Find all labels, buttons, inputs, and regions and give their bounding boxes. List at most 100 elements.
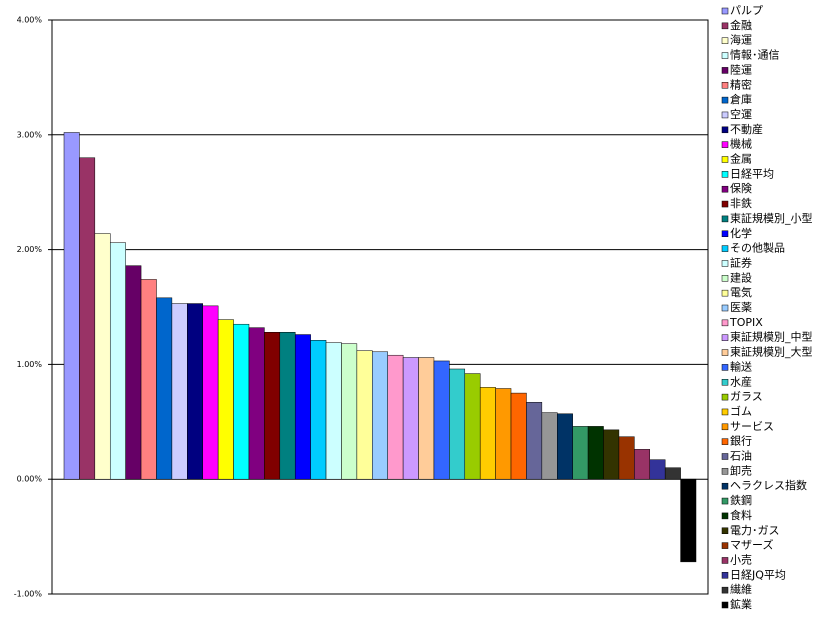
- bar: [202, 305, 219, 480]
- bar: [310, 340, 327, 480]
- legend-label: 鉱業: [730, 597, 752, 611]
- bar: [94, 233, 111, 480]
- legend-swatch: [721, 111, 729, 119]
- legend-swatch: [721, 334, 729, 341]
- bar: [63, 132, 80, 480]
- legend-swatch: [721, 67, 729, 74]
- legend-label: 東証規模別_中型: [730, 330, 813, 344]
- legend-label: 食料: [730, 508, 752, 522]
- legend-swatch: [721, 379, 729, 386]
- legend-swatch: [721, 260, 729, 267]
- bar: [526, 402, 543, 480]
- legend-label: 電力･ガス: [730, 524, 780, 537]
- legend-label: 非鉄: [730, 196, 752, 210]
- bar: [587, 426, 604, 480]
- legend-swatch: [721, 304, 729, 312]
- legend-swatch: [721, 512, 729, 520]
- legend-swatch: [721, 453, 729, 460]
- bar: [171, 303, 188, 480]
- legend-swatch: [721, 482, 729, 490]
- legend-label: 保険: [730, 181, 752, 195]
- legend-swatch: [721, 200, 729, 208]
- bar: [479, 387, 496, 480]
- legend-label: 金属: [730, 152, 752, 166]
- legend-swatch: [721, 408, 729, 416]
- legend-swatch: [721, 171, 729, 178]
- legend-swatch: [721, 289, 729, 297]
- bar: [510, 392, 527, 480]
- legend-swatch: [721, 215, 729, 223]
- legend-label: 機械: [730, 137, 752, 151]
- legend-label: 精密: [730, 77, 752, 91]
- bar: [325, 342, 342, 480]
- bar: [402, 357, 419, 480]
- legend-label: 石油: [730, 449, 752, 463]
- legend-label: ゴム: [730, 404, 752, 418]
- legend-swatch: [721, 586, 729, 594]
- legend-swatch: [721, 275, 729, 282]
- legend-swatch: [721, 497, 729, 505]
- y-tick-label: 0.00%: [17, 475, 43, 484]
- bar: [79, 157, 96, 480]
- legend-swatch: [721, 82, 729, 89]
- bar: [680, 478, 697, 563]
- legend-swatch: [721, 527, 729, 534]
- bar: [603, 429, 620, 480]
- bar: [233, 323, 250, 480]
- legend-label: 空運: [730, 107, 752, 121]
- legend-label: 東証規模別_大型: [730, 345, 813, 359]
- legend-swatch: [721, 319, 729, 327]
- legend-swatch: [721, 438, 729, 445]
- legend-swatch: [721, 96, 729, 104]
- legend-label: 電気: [730, 285, 752, 299]
- legend-label: サービス: [730, 420, 774, 433]
- bar: [495, 388, 512, 480]
- legend-label: 銀行: [730, 434, 752, 448]
- bar: [449, 368, 466, 480]
- bar: [248, 327, 265, 480]
- bar: [341, 343, 358, 480]
- legend-label: 建設: [730, 270, 752, 284]
- bar: [418, 357, 435, 480]
- bar: [664, 467, 681, 480]
- legend-label: 水産: [730, 375, 752, 388]
- legend-swatch: [721, 141, 729, 148]
- bar: [140, 279, 157, 480]
- bar: [279, 332, 296, 480]
- legend-swatch: [721, 7, 729, 15]
- legend-swatch: [721, 423, 729, 431]
- legend-label: 金融: [730, 18, 752, 32]
- legend-label: 倉庫: [730, 92, 752, 106]
- legend-label: 医薬: [730, 301, 752, 314]
- legend-swatch: [721, 364, 729, 371]
- legend-label: 輸送: [730, 359, 752, 373]
- legend-label: 化学: [730, 226, 752, 240]
- legend-swatch: [721, 22, 729, 30]
- legend-swatch: [721, 185, 729, 193]
- legend-label: 小売: [730, 553, 752, 566]
- legend-label: 鉄鋼: [730, 493, 752, 507]
- bar: [294, 334, 311, 480]
- bar: [557, 413, 573, 480]
- legend-label: ガラス: [730, 390, 763, 403]
- bar: [387, 354, 404, 480]
- legend-swatch: [721, 572, 729, 579]
- bar: [372, 351, 388, 480]
- legend-swatch: [721, 468, 729, 475]
- bar: [156, 297, 173, 480]
- bar: [433, 360, 450, 480]
- legend-label: 不動産: [730, 122, 763, 136]
- y-tick-label: 2.00%: [17, 245, 43, 254]
- y-tick-label: -1.00%: [14, 590, 43, 599]
- legend-swatch: [721, 37, 729, 44]
- legend-label: パルプ: [730, 4, 763, 17]
- legend-label: 卸売: [730, 463, 752, 477]
- bar: [356, 350, 373, 480]
- legend-label: 日経JQ平均: [730, 568, 786, 581]
- legend-label: 日経平均: [730, 167, 774, 180]
- bar: [125, 265, 142, 480]
- legend-swatch: [721, 52, 729, 59]
- legend-label: 証券: [730, 255, 752, 269]
- legend-label: 繊維: [730, 583, 752, 596]
